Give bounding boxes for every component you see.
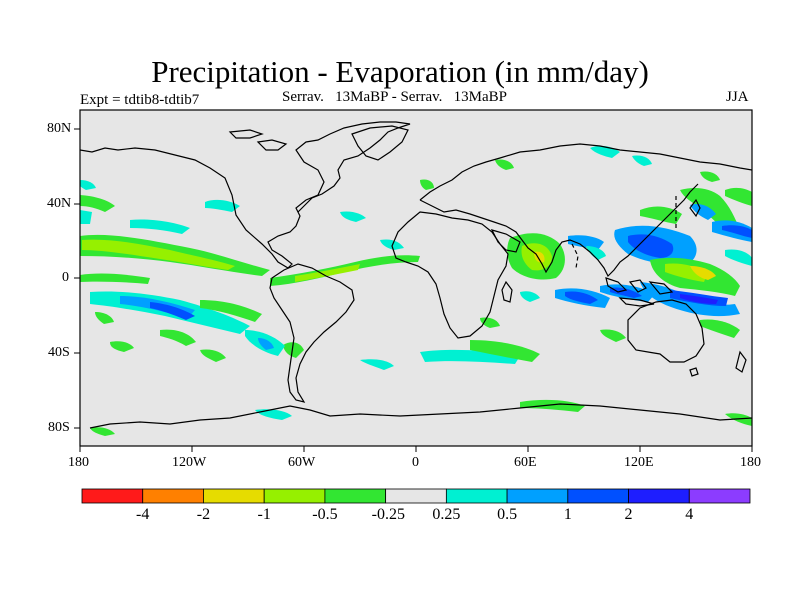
- colorbar-label: 0.25: [432, 506, 461, 523]
- colorbar-swatch: [567, 488, 629, 504]
- colorbar-swatch: [445, 488, 508, 504]
- colorbar-swatch: [81, 488, 144, 504]
- lon-label-0: 0: [412, 455, 419, 470]
- lat-label-40s: 40S: [48, 345, 70, 360]
- lon-label-120e: 120E: [624, 455, 654, 470]
- subtitle: Serrav. 13MaBP - Serrav. 13MaBP: [282, 89, 507, 105]
- colorbar-swatch: [688, 488, 751, 504]
- colorbar-swatch: [263, 488, 326, 504]
- coastlines: [80, 121, 752, 429]
- season-label: JJA: [726, 89, 749, 105]
- colorbar-swatch: [506, 488, 569, 504]
- colorbar-label: 2: [624, 506, 633, 523]
- colorbar-label: -0.25: [371, 506, 405, 523]
- lat-label-80n: 80N: [47, 121, 72, 136]
- colorbar-label: 4: [685, 506, 694, 523]
- lon-label-120w: 120W: [172, 455, 207, 470]
- lat-label-80s: 80S: [48, 420, 70, 435]
- colorbar-label: -4: [136, 506, 150, 523]
- lat-label-0: 0: [62, 270, 69, 285]
- colorbar-swatch: [203, 488, 265, 504]
- chart-title: Precipitation - Evaporation (in mm/day): [151, 54, 649, 89]
- colorbar-label: -2: [196, 506, 211, 523]
- colorbar-swatch: [628, 488, 690, 504]
- colorbar-label: -0.5: [312, 506, 338, 523]
- lon-label-60w: 60W: [288, 455, 316, 470]
- experiment-label: Expt = tdtib8-tdtib7: [80, 92, 200, 108]
- lon-label-180e: 180: [740, 455, 761, 470]
- axis-ticks: [74, 128, 753, 452]
- colorbar-label: 0.5: [497, 506, 518, 523]
- colorbar-label: -1: [257, 506, 271, 523]
- lon-label-60e: 60E: [514, 455, 537, 470]
- anomaly-fields: [80, 145, 752, 436]
- map-background: [80, 110, 752, 446]
- colorbar-swatch: [142, 488, 204, 504]
- colorbar-swatch: [385, 488, 447, 504]
- colorbar-label: 1: [563, 506, 572, 523]
- lon-label-180w: 180: [68, 455, 89, 470]
- colorbar: [81, 488, 751, 504]
- lat-label-40n: 40N: [47, 196, 72, 211]
- colorbar-swatch: [324, 488, 387, 504]
